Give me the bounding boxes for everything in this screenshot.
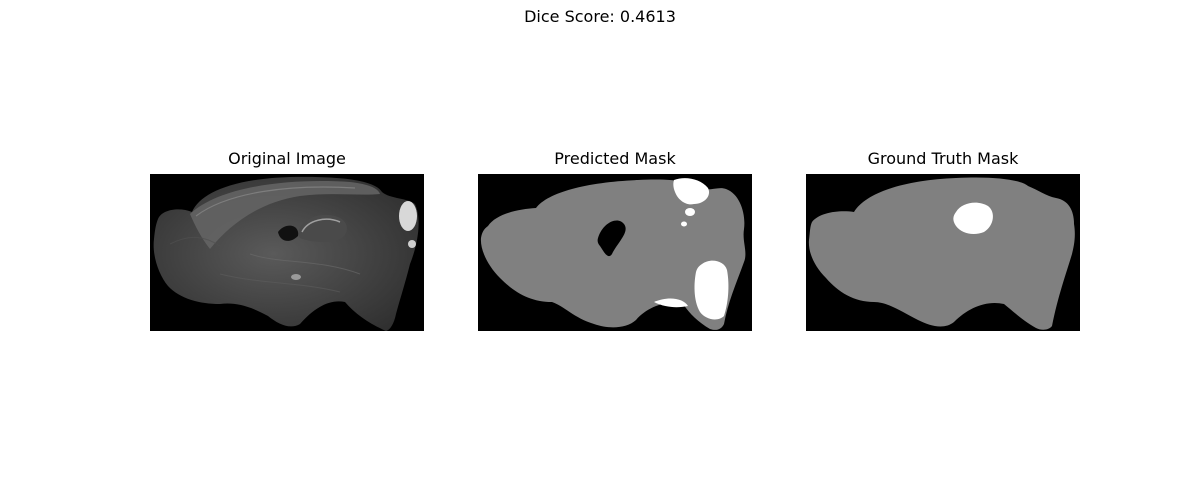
original-image-panel: Original Image — [150, 148, 424, 331]
figure-suptitle: Dice Score: 0.4613 — [0, 7, 1200, 26]
panel-title: Predicted Mask — [478, 148, 752, 170]
panel-title: Ground Truth Mask — [806, 148, 1080, 170]
ground-truth-mask-panel: Ground Truth Mask — [806, 148, 1080, 331]
original-image — [150, 174, 424, 331]
predicted-mask-panel: Predicted Mask — [478, 148, 752, 331]
predicted-mask-image — [478, 174, 752, 331]
panel-title: Original Image — [150, 148, 424, 170]
ground-truth-mask-image — [806, 174, 1080, 331]
